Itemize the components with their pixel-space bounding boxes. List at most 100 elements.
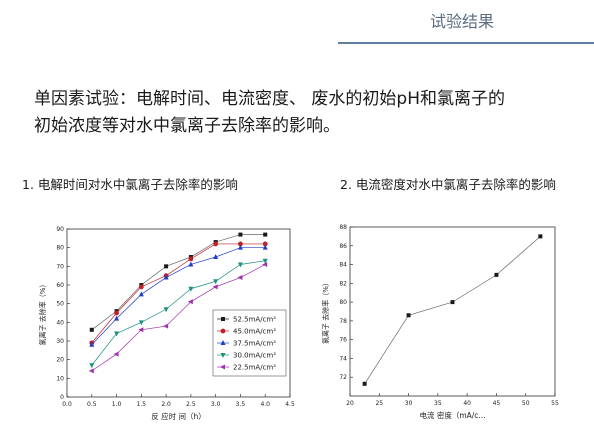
x-tick-label: 2.0 bbox=[161, 401, 171, 408]
y-axis-label: 氯离子 去除率（%） bbox=[321, 279, 330, 344]
data-point bbox=[188, 286, 194, 292]
legend-label: 37.5mA/cm² bbox=[233, 340, 276, 348]
data-point bbox=[138, 291, 144, 297]
series-line bbox=[91, 243, 266, 344]
x-axis-label: 电流 密度（mA/c... bbox=[419, 410, 485, 420]
data-point bbox=[263, 232, 268, 237]
y-tick-label: 50 bbox=[56, 301, 64, 308]
y-tick-label: 20 bbox=[56, 357, 64, 364]
data-point bbox=[213, 254, 219, 259]
data-point bbox=[163, 307, 169, 313]
data-point bbox=[262, 241, 268, 247]
y-tick-label: 80 bbox=[339, 299, 347, 306]
data-point bbox=[89, 363, 95, 369]
chart-1: 0.0 0.5 1.0 1.5 2.0 2.5 3.0 3.5 4.0 4.5 0 10 20 30 40 5… bbox=[38, 226, 295, 421]
data-point bbox=[213, 279, 219, 285]
data-point bbox=[89, 341, 95, 347]
y-tick-label: 30 bbox=[56, 338, 64, 345]
intro-line-2: 初始浓度等对水中氯离子去除率的影响。 bbox=[34, 116, 340, 136]
data-point bbox=[494, 272, 499, 277]
x-tick-label: 30 bbox=[405, 400, 413, 407]
x-axis-label: 反 应时 间（h） bbox=[151, 411, 206, 421]
x-tick-label: 20 bbox=[346, 400, 354, 407]
series-line bbox=[91, 260, 266, 366]
x-tick-label: 3.5 bbox=[236, 401, 246, 408]
y-tick-label: 76 bbox=[339, 337, 347, 344]
data-point bbox=[114, 315, 120, 321]
data-point bbox=[262, 258, 268, 264]
x-tick-label: 2.5 bbox=[186, 401, 196, 408]
series-line bbox=[91, 247, 266, 345]
y-tick-label: 86 bbox=[339, 243, 347, 250]
series-1 bbox=[362, 234, 543, 386]
y-tick-label: 0 bbox=[60, 394, 64, 401]
y-tick-label: 70 bbox=[56, 263, 64, 270]
data-point bbox=[187, 299, 193, 305]
x-tick-label: 55 bbox=[551, 400, 559, 407]
y-tick-label: 74 bbox=[339, 355, 347, 362]
x-tick-label: 3.0 bbox=[211, 401, 221, 408]
legend-marker bbox=[220, 328, 226, 334]
data-point bbox=[362, 381, 367, 386]
data-point bbox=[237, 244, 243, 250]
data-point bbox=[163, 274, 169, 280]
y-tick-label: 10 bbox=[56, 375, 64, 382]
y-tick-label: 88 bbox=[339, 224, 347, 231]
legend-marker bbox=[220, 340, 226, 345]
y-tick-label: 60 bbox=[56, 282, 64, 289]
x-tick-label: 4.5 bbox=[285, 401, 295, 408]
data-point bbox=[114, 331, 120, 337]
series-5 bbox=[88, 261, 268, 374]
legend: 52.5mA/cm² 45.0mA/cm² 37.5mA/cm² 30.0mA/cm²… bbox=[212, 309, 287, 377]
x-tick-label: 0.0 bbox=[62, 401, 72, 408]
legend-label: 22.5mA/cm² bbox=[233, 364, 276, 372]
y-tick-label: 90 bbox=[56, 226, 64, 233]
legend-marker bbox=[220, 364, 225, 370]
data-point bbox=[138, 284, 144, 290]
plot-frame bbox=[349, 226, 556, 397]
data-point bbox=[138, 320, 144, 326]
data-point bbox=[238, 232, 243, 237]
legend-marker bbox=[221, 317, 225, 321]
y-tick-label: 78 bbox=[339, 318, 347, 325]
chart-2: 20 25 30 35 40 45 50 55 72 74 76 78 80 82 84 86 88 电流 密度（… bbox=[321, 224, 559, 420]
data-point bbox=[212, 284, 218, 290]
x-tick-label: 35 bbox=[434, 400, 442, 407]
data-point bbox=[188, 261, 194, 267]
section-title: 试验结果 bbox=[430, 12, 495, 31]
y-tick-label: 72 bbox=[339, 374, 347, 381]
x-tick-label: 0.5 bbox=[87, 401, 97, 408]
series-line bbox=[91, 234, 266, 331]
data-point bbox=[138, 327, 144, 333]
legend-label: 30.0mA/cm² bbox=[233, 352, 276, 360]
x-tick-label: 1.0 bbox=[112, 401, 122, 408]
data-point bbox=[237, 275, 243, 281]
data-point bbox=[538, 234, 543, 239]
data-point bbox=[213, 241, 219, 247]
series-4 bbox=[89, 258, 268, 369]
plot-frame bbox=[66, 228, 291, 398]
legend-marker bbox=[220, 353, 226, 358]
series-line bbox=[364, 236, 541, 384]
x-tick-label: 50 bbox=[522, 400, 530, 407]
y-axis-label: 氯离子 去除率（%） bbox=[38, 281, 47, 346]
y-tick-label: 82 bbox=[339, 280, 347, 287]
series-3 bbox=[89, 244, 268, 347]
data-point bbox=[237, 262, 243, 268]
data-point bbox=[262, 244, 268, 250]
intro-line-1: 单因素试验：电解时间、电流密度、 废水的初始pH和氯离子的 bbox=[34, 89, 505, 109]
data-point bbox=[89, 327, 94, 332]
data-point bbox=[450, 300, 455, 305]
y-tick-label: 84 bbox=[339, 262, 347, 269]
data-point bbox=[188, 256, 194, 262]
x-tick-label: 45 bbox=[493, 400, 501, 407]
x-tick-label: 1.5 bbox=[137, 401, 147, 408]
y-tick-label: 80 bbox=[56, 245, 64, 252]
data-point bbox=[238, 241, 243, 247]
data-point bbox=[262, 261, 268, 267]
caption-left: 1. 电解时间对水中氯离子去除率的影响 bbox=[22, 177, 238, 192]
data-point bbox=[114, 310, 119, 316]
data-point bbox=[88, 368, 94, 374]
legend-label: 45.0mA/cm² bbox=[233, 328, 276, 336]
